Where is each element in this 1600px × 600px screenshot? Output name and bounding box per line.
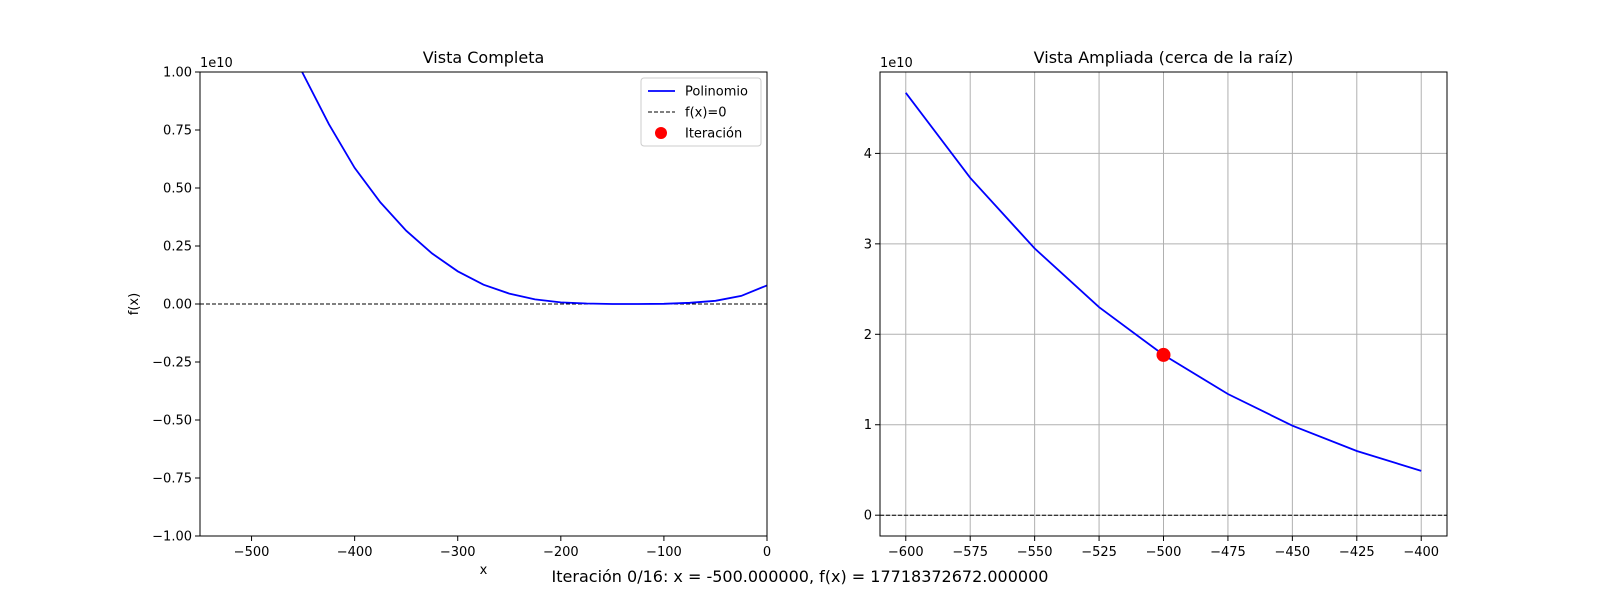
y-tick-label: 0.25 — [163, 240, 192, 255]
y-tick-label: 3 — [864, 237, 872, 252]
y-tick-label: 2 — [864, 328, 872, 343]
x-tick-label: −475 — [1210, 545, 1246, 560]
polynomial-curve — [301, 72, 767, 305]
x-tick-label: −100 — [646, 545, 682, 560]
x-tick-label: −450 — [1275, 545, 1311, 560]
y-tick-label: 0.50 — [163, 182, 192, 197]
y-offset-label: 1e10 — [200, 56, 233, 71]
iteration-status: Iteración 0/16: x = -500.000000, f(x) = … — [552, 567, 1049, 586]
x-tick-label: −550 — [1017, 545, 1053, 560]
y-tick-label: 1 — [864, 418, 872, 433]
legend: Polinomio f(x)=0 Iteración — [640, 77, 762, 147]
chart-title: Vista Completa — [423, 48, 545, 67]
x-tick-label: −600 — [888, 545, 924, 560]
chart-title: Vista Ampliada (cerca de la raíz) — [1034, 48, 1294, 67]
x-axis-label: x — [480, 563, 488, 578]
y-axis-label: f(x) — [127, 293, 142, 315]
x-tick-label: −500 — [234, 545, 270, 560]
x-tick-label: 0 — [763, 545, 771, 560]
x-tick-label: −300 — [440, 545, 476, 560]
y-tick-label: 1.00 — [163, 66, 192, 81]
y-tick-label: −0.50 — [152, 414, 192, 429]
y-tick-label: −1.00 — [152, 530, 192, 545]
legend-label: f(x)=0 — [685, 106, 727, 121]
x-tick-label: −425 — [1339, 545, 1375, 560]
x-tick-label: −500 — [1146, 545, 1182, 560]
x-tick-label: −400 — [337, 545, 373, 560]
x-tick-label: −525 — [1081, 545, 1117, 560]
y-offset-label: 1e10 — [880, 56, 913, 71]
legend-label: Iteración — [685, 127, 742, 142]
y-tick-label: −0.25 — [152, 356, 192, 371]
x-tick-label: −575 — [952, 545, 988, 560]
legend-label: Polinomio — [685, 85, 748, 100]
panel-full-view: −500 −400 −300 −200 −100 0 −1.00 −0.75 −0.50 −0.2… — [127, 48, 771, 578]
y-tick-label: 4 — [864, 147, 872, 162]
panel-zoomed-view: −600 −575 −550 −525 −500 −475 −450 −425 −400 0 1 2 3… — [864, 48, 1448, 560]
legend-marker-swatch — [655, 127, 667, 139]
y-tick-label: 0 — [864, 509, 872, 524]
x-tick-label: −200 — [543, 545, 579, 560]
iteration-point — [1156, 347, 1171, 362]
y-tick-label: 0.00 — [163, 298, 192, 313]
y-tick-label: −0.75 — [152, 472, 192, 487]
y-tick-label: 0.75 — [163, 124, 192, 139]
x-tick-label: −400 — [1403, 545, 1439, 560]
legend-box — [640, 77, 762, 147]
